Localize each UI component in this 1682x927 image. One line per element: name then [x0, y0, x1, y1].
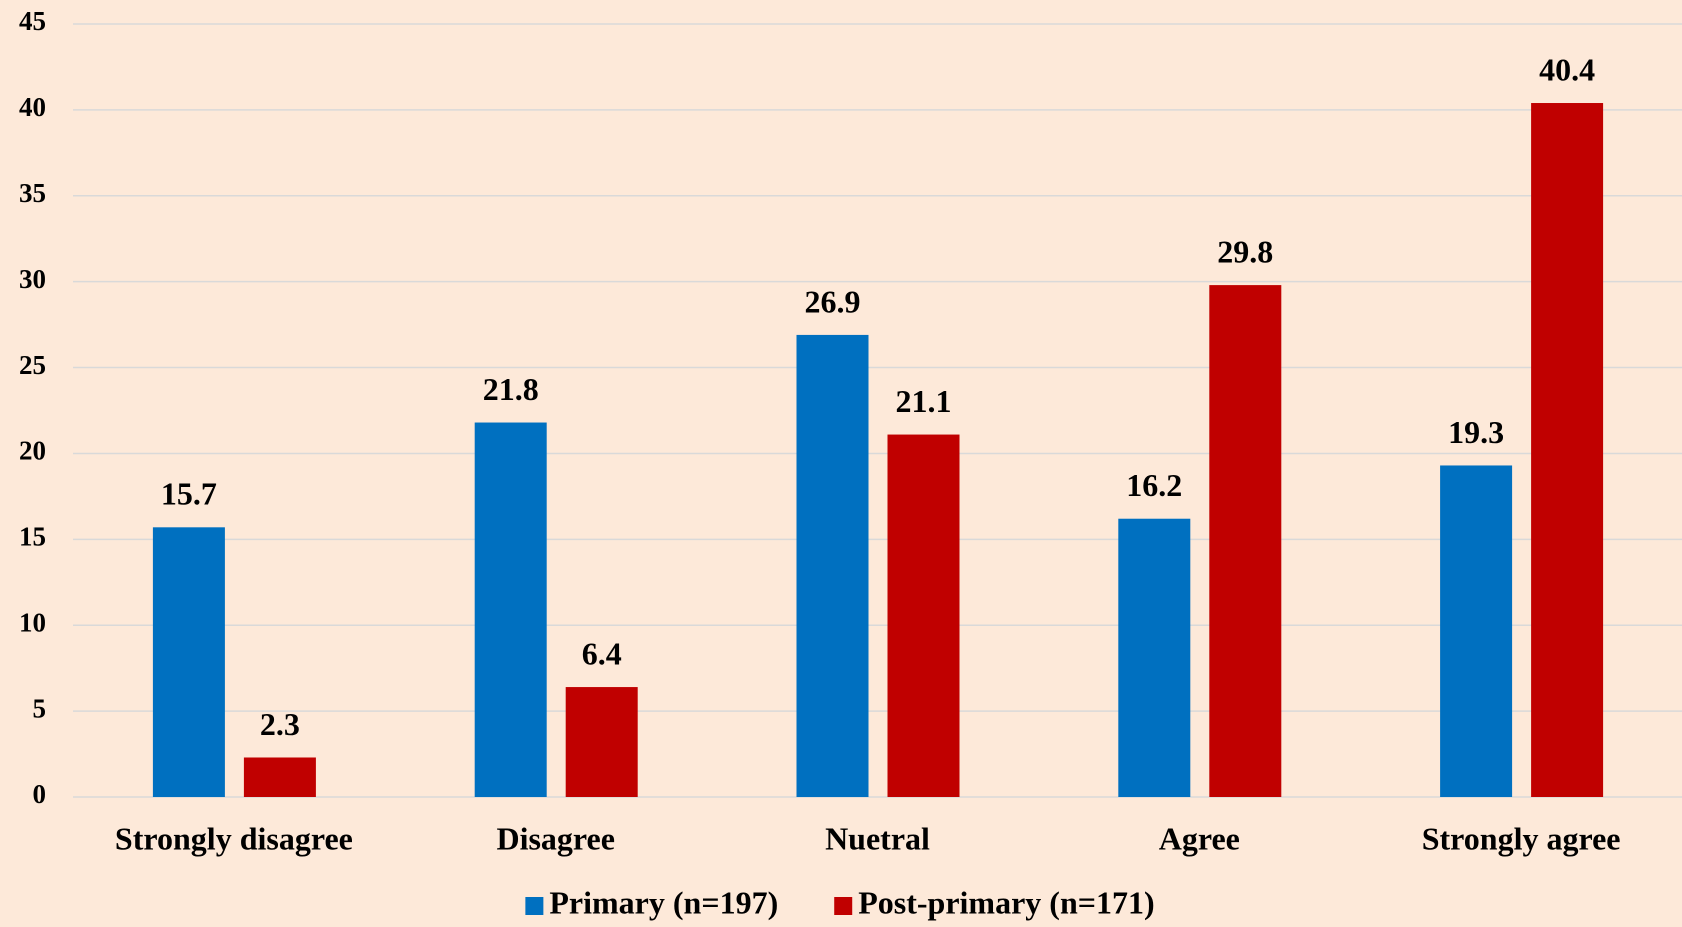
x-tick-label: Strongly agree [1422, 820, 1621, 856]
y-tick-label: 10 [19, 607, 46, 637]
legend: Primary (n=197) Post-primary (n=171) [525, 884, 1155, 920]
y-tick-label: 15 [19, 522, 46, 552]
legend-swatch [834, 897, 853, 915]
y-tick-label: 40 [19, 92, 46, 122]
bar [1118, 518, 1191, 797]
y-tick-label: 5 [33, 693, 47, 723]
bar [1440, 465, 1513, 797]
legend-swatch [525, 897, 544, 915]
data-label: 2.3 [260, 706, 300, 742]
data-label: 29.8 [1217, 233, 1273, 269]
y-tick-label: 0 [33, 779, 47, 809]
data-label: 6.4 [582, 635, 622, 671]
y-tick-label: 35 [19, 178, 46, 208]
data-label: 16.2 [1126, 467, 1182, 503]
data-label: 40.4 [1539, 51, 1595, 87]
data-label: 21.1 [896, 383, 952, 419]
y-tick-label: 30 [19, 264, 46, 294]
bar [243, 757, 316, 797]
data-label: 26.9 [805, 283, 861, 319]
bar [152, 527, 225, 797]
x-tick-label: Nuetral [825, 820, 930, 856]
y-tick-label: 45 [19, 6, 46, 36]
legend-label: Post-primary (n=171) [858, 884, 1154, 920]
x-tick-label: Strongly disagree [115, 820, 353, 856]
bar [1531, 103, 1604, 798]
data-label: 19.3 [1448, 414, 1504, 450]
bar [796, 334, 869, 797]
data-label: 21.8 [483, 371, 539, 407]
y-tick-label: 20 [19, 436, 46, 466]
bar [1209, 285, 1282, 797]
bar [887, 434, 960, 797]
x-tick-label: Agree [1159, 820, 1240, 856]
y-tick-label: 25 [19, 350, 46, 380]
data-label: 15.7 [161, 476, 217, 512]
x-tick-label: Disagree [496, 820, 614, 856]
legend-label: Primary (n=197) [549, 884, 778, 920]
bar [565, 687, 638, 797]
bar [474, 422, 547, 797]
